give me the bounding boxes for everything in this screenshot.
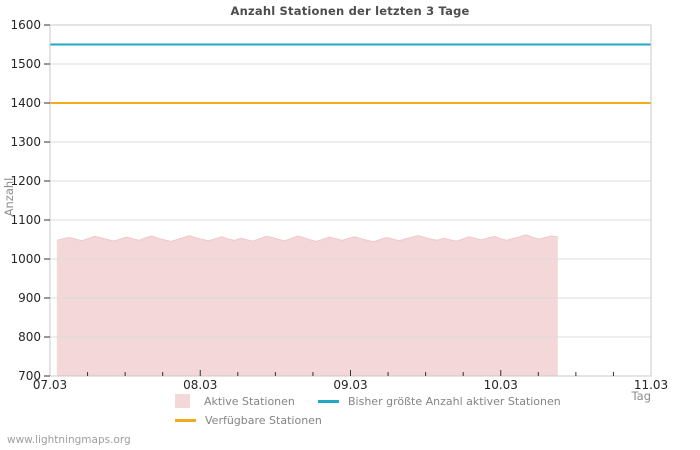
x-axis-title: Tag [631,389,651,403]
y-tick-label: 800 [18,330,41,344]
x-tick-label: 08.03 [183,378,217,392]
x-tick-label: 11.03 [634,378,668,392]
watermark: www.lightningmaps.org [7,434,131,446]
chart-title: Anzahl Stationen der letzten 3 Tage [230,4,470,18]
legend-item-active-stations: Aktive Stationen [175,393,295,409]
y-tick-label: 1100 [10,213,41,227]
active-stations-swatch-icon [175,394,190,408]
active-stations-area [56,234,558,376]
active-stations-area-edge [56,234,558,243]
x-tick-label: 09.03 [333,378,367,392]
y-tick-label: 1300 [10,135,41,149]
available-stations-swatch-icon [175,418,196,422]
y-tick-label: 1000 [10,252,41,266]
max-active-stations-swatch-icon [318,399,339,403]
legend-item-available-stations: Verfügbare Stationen [175,412,322,428]
x-tick-label: 10.03 [484,378,518,392]
y-tick-label: 1600 [10,18,41,32]
y-axis-title: Anzahl [2,177,16,217]
y-tick-label: 1500 [10,57,41,71]
y-tick-label: 900 [18,291,41,305]
legend-label: Verfügbare Stationen [205,413,322,427]
y-tick-label: 700 [18,369,41,383]
legend-item-max-active-stations: Bisher größte Anzahl aktiver Stationen [318,393,561,409]
y-tick-label: 1400 [10,96,41,110]
legend-label: Bisher größte Anzahl aktiver Stationen [348,394,561,408]
legend-label: Aktive Stationen [204,394,295,408]
x-tick-label: 07.03 [33,378,67,392]
y-tick-label: 1200 [10,174,41,188]
